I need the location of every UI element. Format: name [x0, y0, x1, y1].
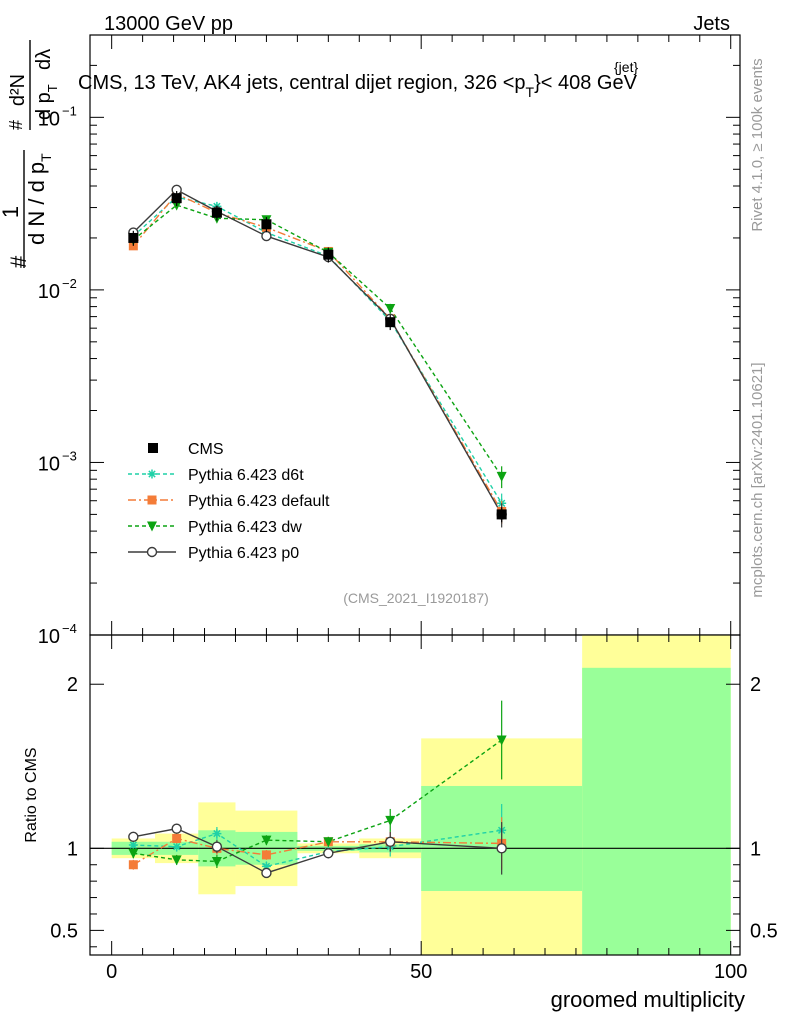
x-axis-label: groomed multiplicity [551, 987, 745, 1012]
ylabel-dpt-sub: T [45, 84, 60, 92]
ratio-point-d6t [172, 842, 182, 852]
ratio-point-p0 [128, 831, 139, 843]
ratio-point-p0 [261, 867, 272, 879]
process-label: Jets [693, 13, 730, 35]
ratio-point-p0 [385, 836, 396, 847]
legend-label-p0: Pythia 6.423 p0 [188, 545, 299, 562]
energy-label: 13000 GeV pp [104, 13, 233, 35]
ratio-y-tick-label-left: 1 [67, 838, 78, 860]
plot-title-main: CMS, 13 TeV, AK4 jets, central dijet reg… [78, 72, 526, 94]
legend-label-default: Pythia 6.423 default [188, 493, 330, 510]
ylabel-dpt: d pT [33, 84, 60, 120]
ratio-y-tick-label-right: 2 [750, 674, 761, 696]
legend-marker-d6t [147, 469, 157, 479]
legend: CMS Pythia 6.423 d6t Pythia 6.423 default P… [128, 441, 330, 562]
ratio-point-d6t [212, 829, 222, 839]
x-tick-label: 0 [106, 961, 117, 983]
ratio-plot-area [89, 634, 741, 956]
ylabel-hash1: # [6, 255, 31, 268]
main-y-tick-label: 10 [38, 453, 60, 475]
ratio-point-dw [385, 815, 396, 826]
main-plot-area [89, 34, 741, 636]
ratio-point-dw [128, 848, 139, 859]
ratio-y-tick-label-left: 2 [67, 674, 78, 696]
series-line-dw [132, 204, 503, 477]
series-point-dw [385, 304, 396, 315]
ratio-y-axis-label: Ratio to CMS [23, 747, 40, 842]
analysis-watermark: (CMS_2021_I1920187) [343, 590, 489, 606]
series-point-dw [496, 471, 507, 482]
series-point-p0 [261, 230, 272, 242]
ratio-point-default [261, 850, 271, 860]
x-tick-label: 100 [714, 961, 747, 983]
legend-label-data: CMS [188, 441, 224, 458]
ratio-point-dw [323, 837, 334, 848]
ratio-plot-frame [89, 634, 741, 956]
ratio-y-tick-label-left: 0.5 [50, 920, 78, 942]
main-y-tick-exponent: −1 [62, 103, 77, 118]
ratio-point-p0 [323, 848, 334, 859]
plot-title-end: }< 408 GeV [534, 72, 638, 94]
series-line-default [132, 193, 503, 512]
main-y-axis-label: # 1 d N / d pT # d²N d pT dλ [0, 40, 60, 268]
ratio-y-tick-label-right: 0.5 [750, 920, 778, 942]
ratio-point-d6t [261, 861, 271, 871]
ylabel-dlambda: dλ [33, 49, 55, 70]
ylabel-frac-den-sub: T [38, 153, 54, 162]
ratio-stat-uncertainty-band [582, 667, 731, 955]
main-y-tick-exponent: −2 [62, 276, 77, 291]
data-point [171, 193, 182, 204]
ylabel-frac-den: d N / d pT [24, 153, 54, 245]
ratio-y-tick-label-right: 1 [750, 838, 761, 860]
main-y-tick-exponent: −3 [62, 448, 77, 463]
plot-title: CMS, 13 TeV, AK4 jets, central dijet reg… [78, 72, 638, 100]
ratio-point-dw [261, 835, 272, 846]
data-point [385, 317, 396, 328]
data-point [261, 219, 272, 230]
plot-title-sub: T [526, 84, 535, 100]
legend-marker-p0 [146, 546, 158, 558]
ylabel-hash2: # [6, 120, 26, 130]
ratio-point-dw [496, 735, 507, 746]
ratio-point-dw [171, 855, 182, 866]
legend-marker-dw [147, 521, 157, 532]
ylabel-frac-den-text: d N / d p [24, 162, 49, 245]
ylabel-dpt-text: d p [33, 92, 55, 120]
ratio-point-d6t [128, 840, 138, 850]
main-y-tick-label: 10 [38, 626, 60, 648]
ratio-y-tick-labels: 0.5 0.5 1 1 2 2 [50, 674, 778, 942]
data-point [496, 509, 507, 520]
ratio-point-p0 [496, 843, 507, 854]
x-tick-label: 50 [410, 961, 432, 983]
main-y-tick-labels: 10−110−210−310−4 [38, 103, 77, 648]
main-y-tick-exponent: −4 [62, 621, 77, 636]
rivet-version-label: Rivet 4.1.0, ≥ 100k events [749, 58, 766, 231]
ratio-point-p0 [171, 823, 182, 834]
ylabel-frac-num: 1 [0, 206, 23, 218]
mcplots-label: mcplots.cern.ch [arXiv:2401.10621] [749, 362, 766, 597]
data-point [323, 249, 334, 260]
ratio-x-tick-labels: 0 50 100 [106, 961, 747, 983]
ylabel-d2n: d²N [7, 74, 29, 106]
data-point [128, 232, 139, 243]
legend-label-d6t: Pythia 6.423 d6t [188, 467, 304, 484]
data-point [211, 207, 222, 218]
plot-title-superscript: {jet} [614, 59, 638, 75]
ratio-point-default [172, 833, 182, 843]
ratio-point-dw [211, 856, 222, 867]
main-y-tick-label: 10 [38, 281, 60, 303]
ratio-point-default [128, 860, 138, 870]
main-y-tick-label: 10 [38, 108, 60, 130]
legend-marker-default [147, 495, 157, 505]
legend-marker-data [148, 443, 158, 453]
legend-label-dw: Pythia 6.423 dw [188, 519, 302, 536]
series-line-p0 [132, 188, 503, 515]
ratio-point-p0 [211, 841, 223, 852]
